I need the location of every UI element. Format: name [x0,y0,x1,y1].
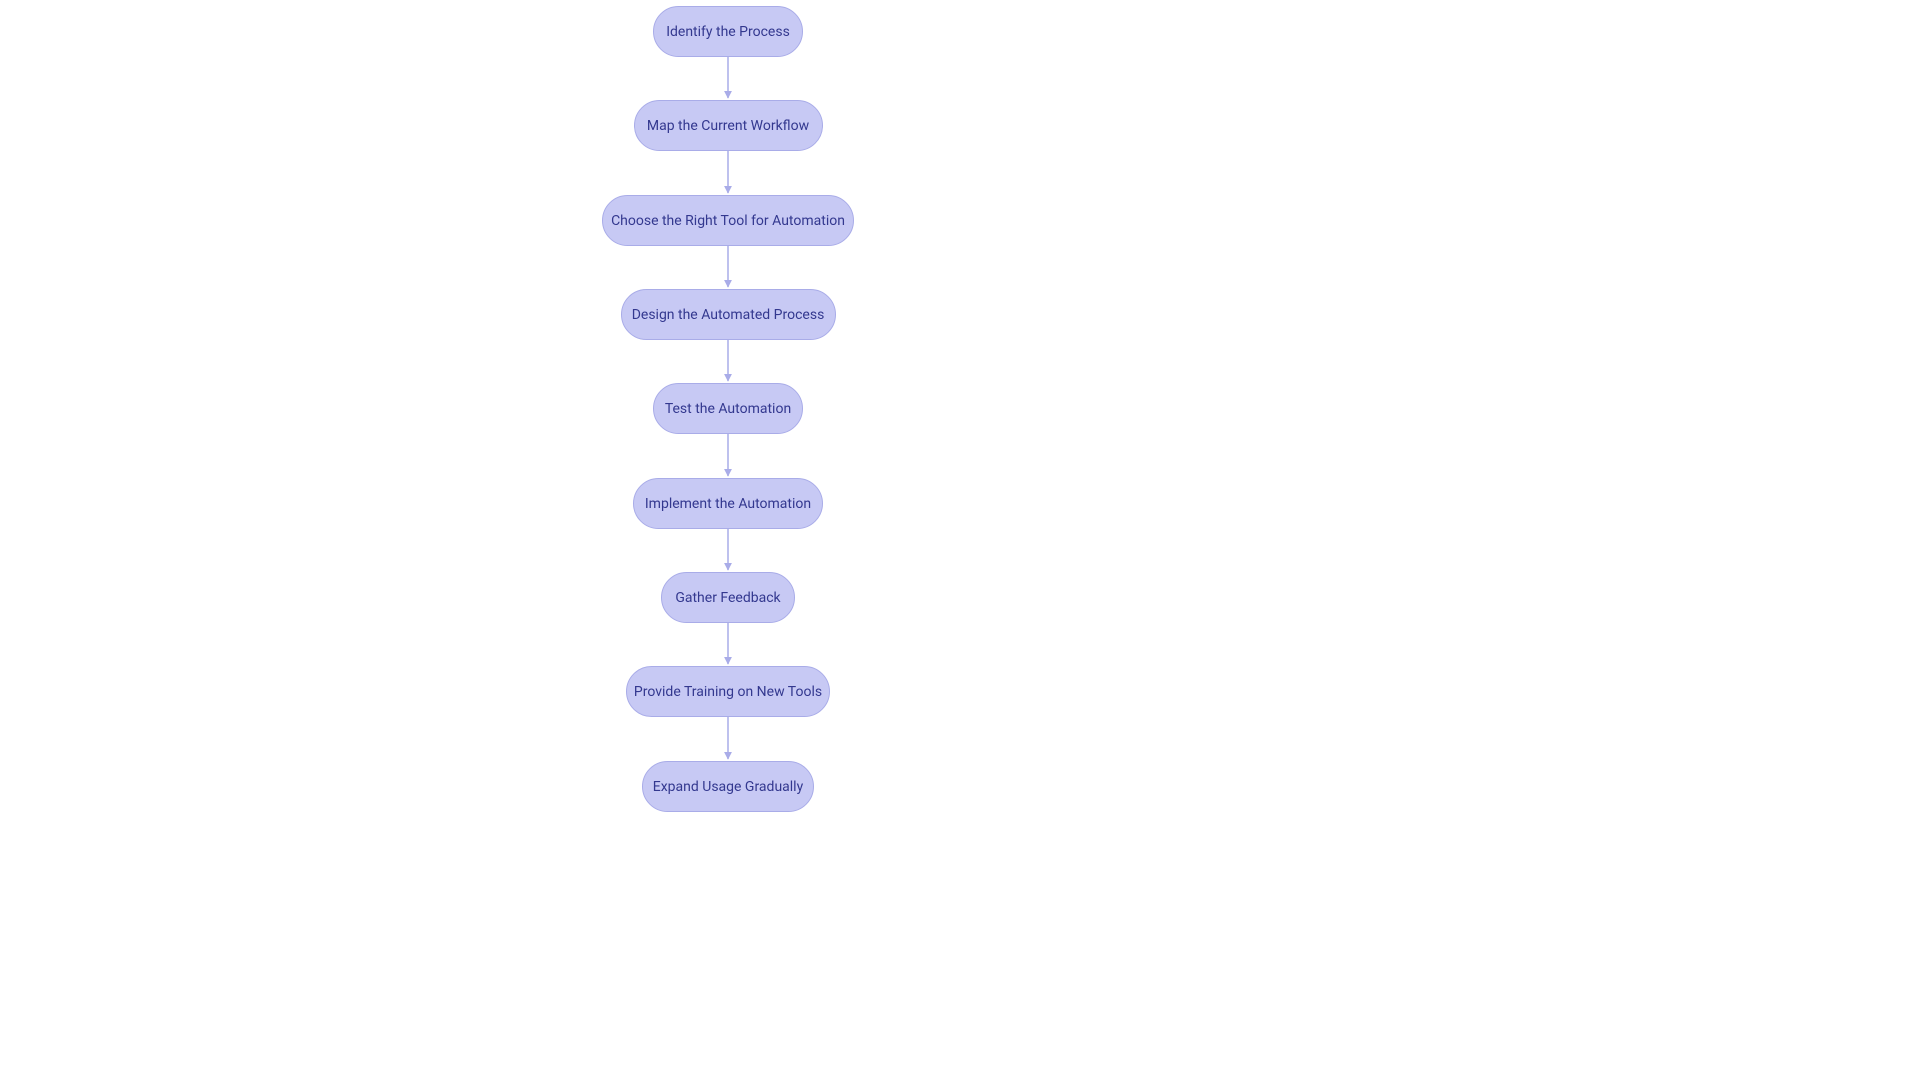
flowchart-node: Map the Current Workflow [634,100,823,151]
flowchart-canvas: Identify the Process Map the Current Work… [0,0,1920,1080]
flowchart-node: Identify the Process [653,6,803,57]
flowchart-node-label: Gather Feedback [675,590,780,606]
flowchart-edges [0,0,1920,1080]
flowchart-node-label: Identify the Process [666,24,790,40]
flowchart-node-label: Choose the Right Tool for Automation [611,213,845,229]
flowchart-node: Test the Automation [653,383,803,434]
flowchart-node-label: Design the Automated Process [632,307,825,323]
flowchart-node-label: Map the Current Workflow [647,118,809,134]
flowchart-node-label: Test the Automation [665,401,791,417]
flowchart-node: Gather Feedback [661,572,795,623]
flowchart-node: Expand Usage Gradually [642,761,814,812]
flowchart-node: Provide Training on New Tools [626,666,830,717]
flowchart-node-label: Provide Training on New Tools [634,684,822,700]
flowchart-node: Choose the Right Tool for Automation [602,195,854,246]
flowchart-node-label: Expand Usage Gradually [653,779,803,795]
flowchart-node-label: Implement the Automation [645,496,811,512]
flowchart-node: Design the Automated Process [621,289,836,340]
flowchart-node: Implement the Automation [633,478,823,529]
